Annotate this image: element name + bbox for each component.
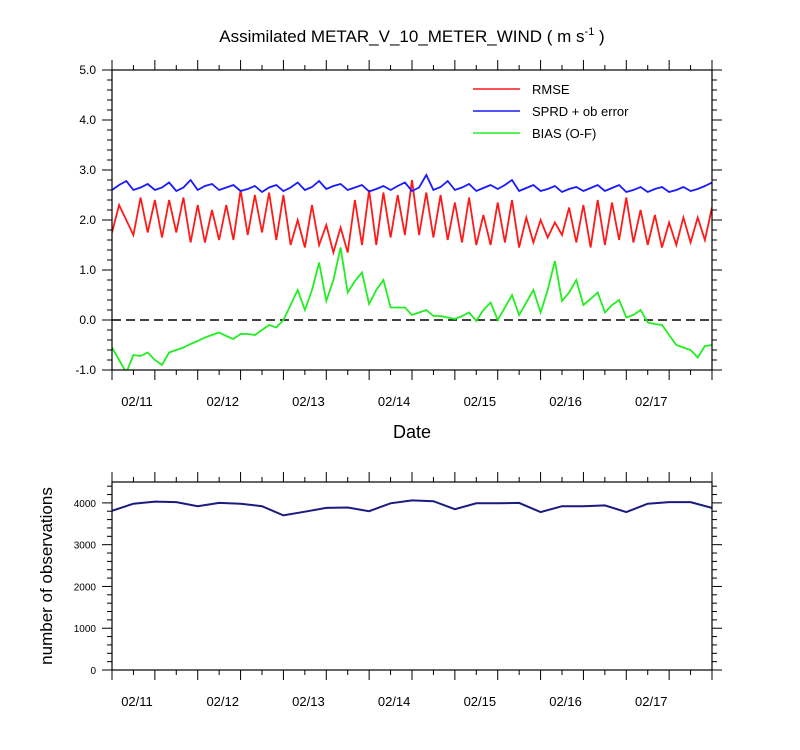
top-y-tick-label: 5.0 <box>79 63 96 77</box>
chart-title-end: ) <box>594 27 604 46</box>
bottom-x-tick-labels: 02/11 02/12 02/13 02/14 02/15 02/16 02/17 <box>121 694 667 709</box>
bot-x-tick-label: 02/17 <box>635 694 668 709</box>
series-line-bias-o-f <box>112 247 712 370</box>
bot-x-tick-label: 02/12 <box>206 694 239 709</box>
top-y-tick-label: 2.0 <box>79 213 96 227</box>
top-x-tick-label: 02/11 <box>121 394 153 409</box>
bias-rmse-spread-panel: -1.00.01.02.03.04.05.0 02/11 02/12 02/13 02… <box>75 60 722 442</box>
top-y-tick-label: 1.0 <box>79 263 96 277</box>
top-x-tick-label: 02/16 <box>549 394 582 409</box>
top-x-tick-label: 02/12 <box>206 394 239 409</box>
bottom-y-tick-labels: 0 1000 2000 3000 4000 <box>74 499 97 677</box>
bot-x-tick-label: 02/11 <box>121 694 153 709</box>
top-axis-ticks <box>102 60 722 380</box>
top-series-group <box>112 173 712 370</box>
legend-label-spread: SPRD + ob error <box>532 104 629 119</box>
bot-y-tick-label: 0 <box>90 666 96 677</box>
top-x-tick-label: 02/14 <box>378 394 411 409</box>
top-x-tick-label: 02/13 <box>292 394 325 409</box>
y-axis-label-observations: number of observations <box>37 487 56 665</box>
chart-title-main: Assimilated METAR_V_10_METER_WIND ( m s <box>219 27 584 46</box>
x-axis-label: Date <box>393 422 431 442</box>
top-x-tick-labels: 02/11 02/12 02/13 02/14 02/15 02/16 02/17 <box>121 394 667 409</box>
series-line-sprd-ob-error <box>112 173 712 194</box>
top-y-tick-label: 4.0 <box>79 113 96 127</box>
legend-label-rmse: RMSE <box>532 82 570 97</box>
legend-label-bias: BIAS (O-F) <box>532 126 596 141</box>
bot-x-tick-label: 02/16 <box>549 694 582 709</box>
top-x-tick-label: 02/17 <box>635 394 668 409</box>
bot-y-tick-label: 3000 <box>74 541 97 552</box>
top-x-tick-label: 02/15 <box>464 394 497 409</box>
bot-y-tick-label: 1000 <box>74 624 97 635</box>
bot-x-tick-label: 02/13 <box>292 694 325 709</box>
bot-x-tick-label: 02/14 <box>378 694 411 709</box>
top-y-tick-labels: -1.0 0.0 1.0 2.0 3.0 4.0 5.0 <box>75 63 96 377</box>
bot-y-tick-label: 4000 <box>74 499 97 510</box>
chart-title: Assimilated METAR_V_10_METER_WIND ( m s-… <box>219 26 604 46</box>
top-y-tick-label: 3.0 <box>79 163 96 177</box>
series-line-rmse <box>112 179 712 256</box>
bot-y-tick-label: 2000 <box>74 582 97 593</box>
top-y-tick-label: 0.0 <box>79 313 96 327</box>
bot-x-tick-label: 02/15 <box>464 694 497 709</box>
chart-title-superscript: -1 <box>585 26 595 38</box>
legend: RMSE SPRD + ob error BIAS (O-F) <box>473 82 629 141</box>
bottom-axis-ticks <box>102 472 722 680</box>
series-line-number-of-observations <box>112 499 712 517</box>
top-y-tick-label: -1.0 <box>75 363 96 377</box>
bottom-series-group <box>112 499 712 517</box>
